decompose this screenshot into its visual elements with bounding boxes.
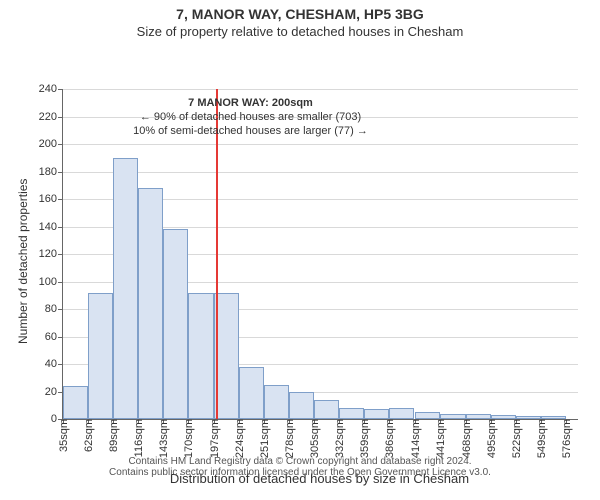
ytick-label: 240 <box>39 83 63 95</box>
xtick-label: 116sqm <box>131 419 145 457</box>
histogram-bar <box>364 409 389 419</box>
ytick-label: 160 <box>39 193 63 205</box>
ytick-label: 40 <box>45 358 63 370</box>
histogram-bar <box>289 392 314 420</box>
attribution: Contains HM Land Registry data © Crown c… <box>0 456 600 478</box>
ytick-label: 180 <box>39 166 63 178</box>
xtick-label: 332sqm <box>332 419 346 458</box>
ytick-label: 120 <box>39 248 63 260</box>
histogram-bar <box>339 408 364 419</box>
ytick-label: 200 <box>39 138 63 150</box>
xtick-label: 576sqm <box>559 419 573 458</box>
histogram-bar <box>188 293 213 420</box>
xtick-label: 143sqm <box>156 419 170 458</box>
ytick-label: 140 <box>39 221 63 233</box>
xtick-label: 224sqm <box>232 419 246 458</box>
ytick-label: 60 <box>45 331 63 343</box>
page-subtitle: Size of property relative to detached ho… <box>0 22 600 39</box>
attribution-line1: Contains HM Land Registry data © Crown c… <box>128 456 471 467</box>
gridline <box>63 172 578 173</box>
annotation-line1: 7 MANOR WAY: 200sqm <box>188 97 313 109</box>
annotation-box: 7 MANOR WAY: 200sqm ← 90% of detached ho… <box>113 97 388 138</box>
annotation-line3: 10% of semi-detached houses are larger (… <box>133 125 368 137</box>
histogram-bar <box>415 412 440 419</box>
xtick-label: 89sqm <box>106 419 120 452</box>
xtick-label: 278sqm <box>282 419 296 458</box>
xtick-label: 468sqm <box>459 419 473 458</box>
gridline <box>63 144 578 145</box>
histogram-bar <box>239 367 264 419</box>
histogram-bar <box>389 408 414 419</box>
gridline <box>63 89 578 90</box>
attribution-line2: Contains public sector information licen… <box>109 467 491 478</box>
xtick-label: 549sqm <box>534 419 548 458</box>
ytick-label: 20 <box>45 386 63 398</box>
plot-area: 02040608010012014016018020022024035sqm62… <box>62 89 578 420</box>
xtick-label: 62sqm <box>81 419 95 452</box>
y-axis-title: Number of detached properties <box>16 179 30 344</box>
xtick-label: 441sqm <box>433 419 447 458</box>
xtick-label: 170sqm <box>181 419 195 458</box>
xtick-label: 35sqm <box>56 419 70 452</box>
page-title: 7, MANOR WAY, CHESHAM, HP5 3BG <box>0 0 600 22</box>
annotation-line2: ← 90% of detached houses are smaller (70… <box>140 111 361 123</box>
histogram-bar <box>63 386 88 419</box>
xtick-label: 522sqm <box>509 419 523 458</box>
histogram-bar <box>314 400 339 419</box>
histogram-bar <box>138 188 163 419</box>
ytick-label: 100 <box>39 276 63 288</box>
xtick-label: 359sqm <box>357 419 371 458</box>
xtick-label: 305sqm <box>307 419 321 458</box>
xtick-label: 495sqm <box>484 419 498 458</box>
histogram-bar <box>163 229 188 419</box>
ytick-label: 80 <box>45 303 63 315</box>
ytick-label: 220 <box>39 111 63 123</box>
xtick-label: 414sqm <box>408 419 422 458</box>
histogram-bar <box>88 293 113 420</box>
histogram-bar <box>113 158 138 419</box>
xtick-label: 386sqm <box>382 419 396 458</box>
xtick-label: 251sqm <box>257 419 271 458</box>
xtick-label: 197sqm <box>207 419 221 458</box>
histogram-bar <box>264 385 289 419</box>
subject-marker-line <box>216 89 218 419</box>
